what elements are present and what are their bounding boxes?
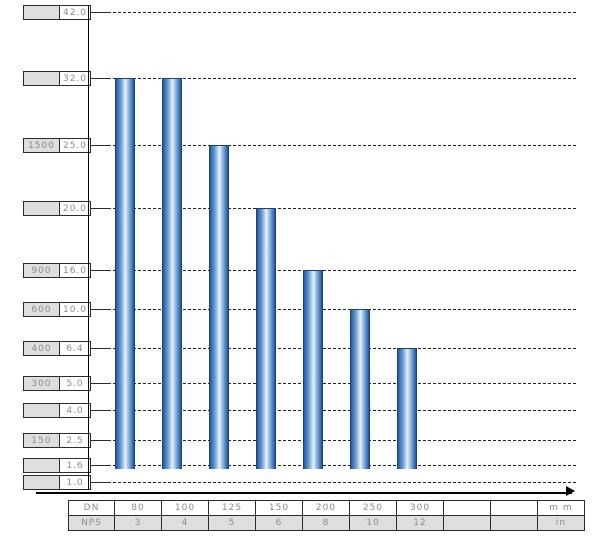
table-cell: 250 — [349, 500, 397, 516]
plot-area: 42.0 32.0 1500 25.0 20.0 900 16.0 600 10… — [23, 5, 576, 496]
table-row-nps: NPS 3 4 5 6 8 10 12 in — [68, 515, 585, 531]
table-cell — [490, 500, 538, 516]
y-tick-dn-value — [24, 72, 60, 85]
table-cell-unit: in — [537, 515, 585, 531]
gridline-42 — [88, 12, 576, 13]
bar-dn-250 — [350, 309, 370, 469]
y-tick-dn-value: 900 — [24, 264, 60, 277]
y-tick-dn-value: 300 — [24, 377, 60, 390]
gridline-4 — [88, 410, 576, 411]
tick-stub — [90, 78, 111, 79]
table-cell: 150 — [255, 500, 303, 516]
table-cell: 12 — [396, 515, 444, 531]
tick-stub — [90, 208, 111, 209]
y-tick-4: 4.0 — [23, 403, 111, 418]
gridline-16 — [88, 270, 576, 271]
table-cell: 3 — [114, 515, 162, 531]
tick-stub — [90, 410, 111, 411]
y-tick-5: 300 5.0 — [23, 376, 111, 391]
bar-dn-80 — [115, 78, 135, 469]
tick-stub — [90, 440, 111, 441]
tick-stub — [90, 12, 111, 13]
y-tick-in-value: 6.4 — [60, 342, 90, 355]
y-tick-dn-value — [24, 202, 60, 215]
gridline-6-4 — [88, 348, 576, 349]
table-row-dn: DN 80 100 125 150 200 250 300 m m — [68, 500, 585, 516]
y-tick-dn-value: 400 — [24, 342, 60, 355]
tick-stub — [90, 270, 111, 271]
y-tick-2-5: 150 2.5 — [23, 433, 111, 448]
table-cell — [490, 515, 538, 531]
table-cell: 4 — [161, 515, 209, 531]
y-tick-dn-value — [24, 6, 60, 19]
gridline-5 — [88, 383, 576, 384]
y-tick-in-value: 25.0 — [60, 139, 90, 152]
x-axis-arrow-icon — [566, 486, 575, 496]
tick-stub — [90, 465, 111, 466]
y-tick-in-value: 20.0 — [60, 202, 90, 215]
bar-dn-300 — [397, 348, 417, 469]
gridline-1-6 — [88, 465, 576, 466]
tick-stub — [90, 482, 111, 483]
x-axis-line — [36, 492, 572, 494]
y-tick-in-value: 32.0 — [60, 72, 90, 85]
y-tick-in-value: 1.6 — [60, 459, 90, 472]
y-tick-in-value: 42.0 — [60, 6, 90, 19]
bar-dn-200 — [303, 270, 323, 469]
gridline-25 — [88, 145, 576, 146]
y-tick-in-value: 4.0 — [60, 404, 90, 417]
y-tick-10: 600 10.0 — [23, 302, 111, 317]
y-tick-16: 900 16.0 — [23, 263, 111, 278]
table-cell: 6 — [255, 515, 303, 531]
table-cell — [443, 500, 491, 516]
table-cell — [443, 515, 491, 531]
y-tick-dn-value — [24, 404, 60, 417]
y-tick-dn-value — [24, 476, 60, 489]
table-row-label: NPS — [68, 515, 115, 531]
axis-unit-table: DN 80 100 125 150 200 250 300 m m NPS 3 … — [68, 500, 585, 531]
table-cell: 10 — [349, 515, 397, 531]
y-tick-dn-value: 150 — [24, 434, 60, 447]
gridline-32 — [88, 78, 576, 79]
table-cell: 125 — [208, 500, 256, 516]
tick-stub — [90, 383, 111, 384]
tick-stub — [90, 348, 111, 349]
gridline-2-5 — [88, 440, 576, 441]
y-tick-20: 20.0 — [23, 201, 111, 216]
gridline-10 — [88, 309, 576, 310]
table-cell-unit: m m — [537, 500, 585, 516]
y-tick-42: 42.0 — [23, 5, 111, 20]
table-cell: 8 — [302, 515, 350, 531]
bar-dn-150 — [256, 208, 276, 469]
bar-dn-125 — [209, 145, 229, 469]
table-cell: 5 — [208, 515, 256, 531]
gridline-20 — [88, 208, 576, 209]
y-tick-in-value: 5.0 — [60, 377, 90, 390]
y-axis-line — [88, 6, 89, 490]
y-tick-dn-value: 1500 — [24, 139, 60, 152]
gridline-1-0 — [88, 482, 576, 483]
y-tick-dn-value: 600 — [24, 303, 60, 316]
y-tick-in-value: 2.5 — [60, 434, 90, 447]
tick-stub — [90, 145, 111, 146]
table-row-label: DN — [68, 500, 115, 516]
bar-dn-100 — [162, 78, 182, 469]
y-tick-1-6: 1.6 — [23, 458, 111, 473]
y-tick-6-4: 400 6.4 — [23, 341, 111, 356]
tick-stub — [90, 309, 111, 310]
y-tick-1-0: 1.0 — [23, 475, 111, 490]
y-tick-dn-value — [24, 459, 60, 472]
table-cell: 100 — [161, 500, 209, 516]
y-tick-25: 1500 25.0 — [23, 138, 111, 153]
y-tick-32: 32.0 — [23, 71, 111, 86]
table-cell: 80 — [114, 500, 162, 516]
y-tick-in-value: 10.0 — [60, 303, 90, 316]
table-cell: 300 — [396, 500, 444, 516]
y-tick-in-value: 1.0 — [60, 476, 90, 489]
y-tick-in-value: 16.0 — [60, 264, 90, 277]
table-cell: 200 — [302, 500, 350, 516]
